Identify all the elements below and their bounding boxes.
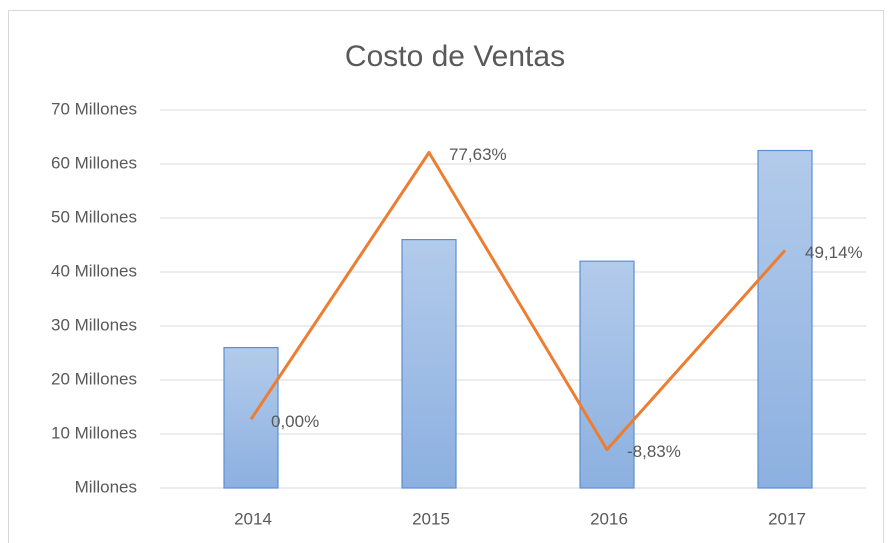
bar <box>401 239 457 489</box>
y-tick-label: 60 Millones <box>51 153 137 172</box>
x-tick-label: 2014 <box>234 509 272 528</box>
data-label: 0,00% <box>271 412 319 431</box>
bar <box>579 260 635 489</box>
x-tick-label: 2016 <box>590 509 628 528</box>
y-tick-label: Millones <box>75 477 137 496</box>
x-tick-label: 2017 <box>768 509 806 528</box>
data-label: -8,83% <box>627 442 681 461</box>
y-tick-label: 20 Millones <box>51 369 137 388</box>
y-tick-label: 40 Millones <box>51 261 137 280</box>
data-label: 49,14% <box>805 243 863 262</box>
bar <box>757 149 813 489</box>
y-tick-label: 50 Millones <box>51 207 137 226</box>
y-tick-label: 70 Millones <box>51 99 137 118</box>
y-tick-label: 30 Millones <box>51 315 137 334</box>
y-tick-label: 10 Millones <box>51 423 137 442</box>
chart-title: Costo de Ventas <box>345 40 565 73</box>
line <box>249 151 787 452</box>
data-label: 77,63% <box>449 145 507 164</box>
x-tick-label: 2015 <box>412 509 450 528</box>
